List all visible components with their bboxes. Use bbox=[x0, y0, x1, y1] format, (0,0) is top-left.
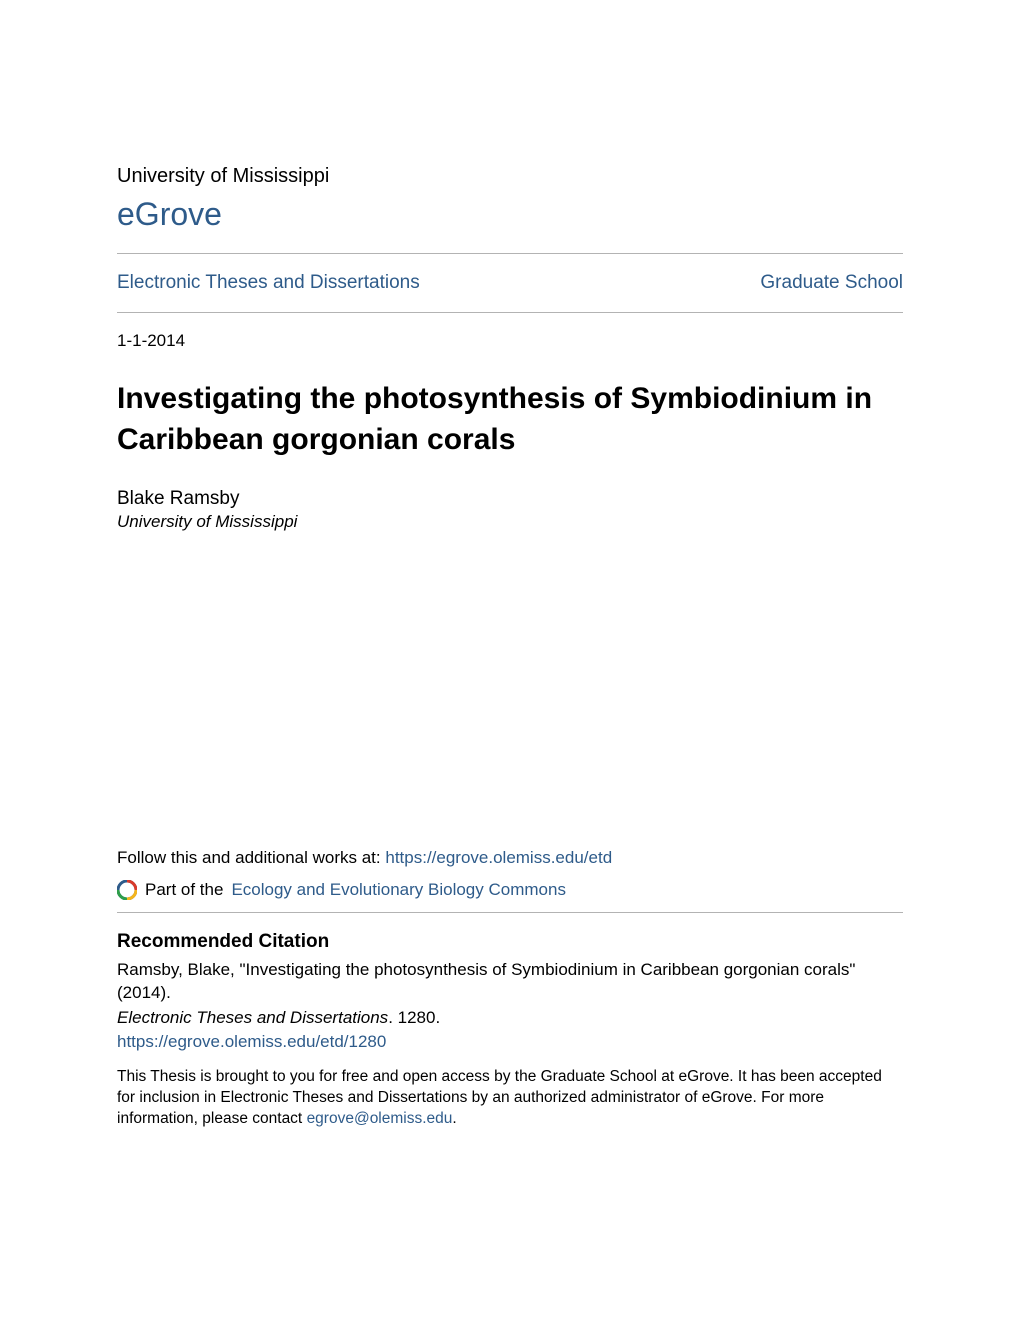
document-title: Investigating the photosynthesis of Symb… bbox=[117, 379, 903, 460]
metadata-block: Follow this and additional works at: htt… bbox=[117, 848, 903, 1052]
follow-line: Follow this and additional works at: htt… bbox=[117, 848, 903, 868]
collection-link[interactable]: Electronic Theses and Dissertations bbox=[117, 272, 420, 294]
divider-citation bbox=[117, 912, 903, 913]
citation-line-2: Electronic Theses and Dissertations. 128… bbox=[117, 1007, 903, 1030]
citation-heading: Recommended Citation bbox=[117, 931, 903, 953]
author-affiliation: University of Mississippi bbox=[117, 512, 903, 532]
network-commons-icon bbox=[117, 880, 137, 900]
follow-prefix: Follow this and additional works at: bbox=[117, 848, 385, 867]
school-link[interactable]: Graduate School bbox=[760, 272, 903, 294]
site-name-link[interactable]: eGrove bbox=[117, 196, 903, 233]
footer-note: This Thesis is brought to you for free a… bbox=[117, 1067, 903, 1130]
page-container: University of Mississippi eGrove Electro… bbox=[117, 165, 903, 532]
footer-text: This Thesis is brought to you for free a… bbox=[117, 1068, 882, 1127]
citation-block: Recommended Citation Ramsby, Blake, "Inv… bbox=[117, 931, 903, 1052]
footer-email-link[interactable]: egrove@olemiss.edu bbox=[307, 1110, 453, 1127]
commons-link[interactable]: Ecology and Evolutionary Biology Commons bbox=[231, 880, 566, 900]
breadcrumb: Electronic Theses and Dissertations Grad… bbox=[117, 254, 903, 312]
institution-name: University of Mississippi bbox=[117, 165, 903, 188]
follow-url-link[interactable]: https://egrove.olemiss.edu/etd bbox=[385, 848, 612, 867]
author-name: Blake Ramsby bbox=[117, 488, 903, 510]
publication-date: 1-1-2014 bbox=[117, 331, 903, 351]
citation-line-1: Ramsby, Blake, "Investigating the photos… bbox=[117, 959, 903, 1005]
citation-number: . 1280. bbox=[388, 1008, 440, 1027]
network-prefix: Part of the bbox=[145, 880, 223, 900]
divider-bottom bbox=[117, 312, 903, 313]
citation-url-link[interactable]: https://egrove.olemiss.edu/etd/1280 bbox=[117, 1032, 386, 1051]
footer-suffix: . bbox=[452, 1110, 456, 1127]
network-row: Part of the Ecology and Evolutionary Bio… bbox=[117, 880, 903, 900]
citation-series-title: Electronic Theses and Dissertations bbox=[117, 1008, 388, 1027]
